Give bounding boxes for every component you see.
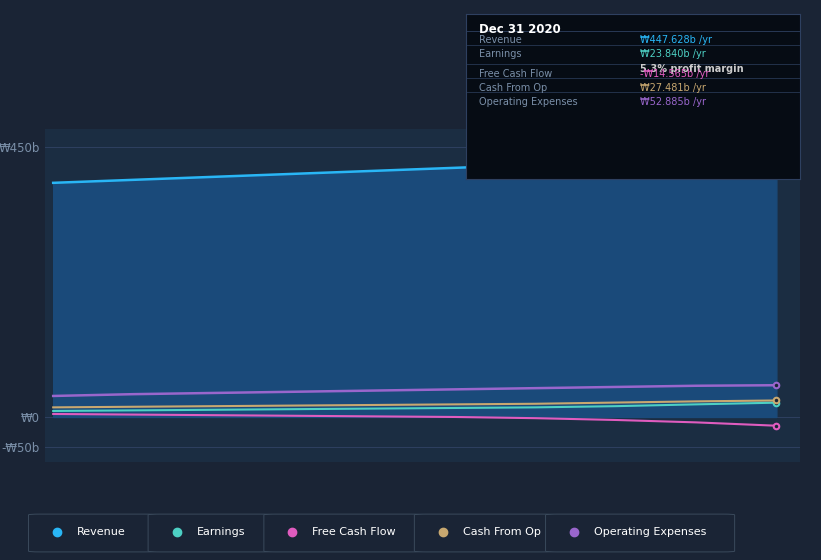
FancyBboxPatch shape: [148, 514, 272, 552]
Text: Cash From Op: Cash From Op: [463, 527, 541, 537]
Text: Dec 31 2020: Dec 31 2020: [479, 23, 561, 36]
Text: 5.3% profit margin: 5.3% profit margin: [640, 64, 743, 73]
Text: Operating Expenses: Operating Expenses: [594, 527, 707, 537]
FancyBboxPatch shape: [546, 514, 735, 552]
Text: -₩14.565b /yr: -₩14.565b /yr: [640, 69, 709, 80]
Text: ₩447.628b /yr: ₩447.628b /yr: [640, 35, 712, 45]
Text: Operating Expenses: Operating Expenses: [479, 97, 577, 108]
Text: ₩52.885b /yr: ₩52.885b /yr: [640, 97, 706, 108]
Text: ₩27.481b /yr: ₩27.481b /yr: [640, 83, 705, 94]
Text: Free Cash Flow: Free Cash Flow: [313, 527, 396, 537]
Text: Revenue: Revenue: [77, 527, 126, 537]
FancyBboxPatch shape: [415, 514, 553, 552]
FancyBboxPatch shape: [29, 514, 156, 552]
Text: Earnings: Earnings: [197, 527, 245, 537]
Text: Earnings: Earnings: [479, 49, 521, 59]
Text: Free Cash Flow: Free Cash Flow: [479, 69, 553, 80]
FancyBboxPatch shape: [264, 514, 422, 552]
Text: Revenue: Revenue: [479, 35, 521, 45]
Text: ₩23.840b /yr: ₩23.840b /yr: [640, 49, 705, 59]
Text: Cash From Op: Cash From Op: [479, 83, 547, 94]
